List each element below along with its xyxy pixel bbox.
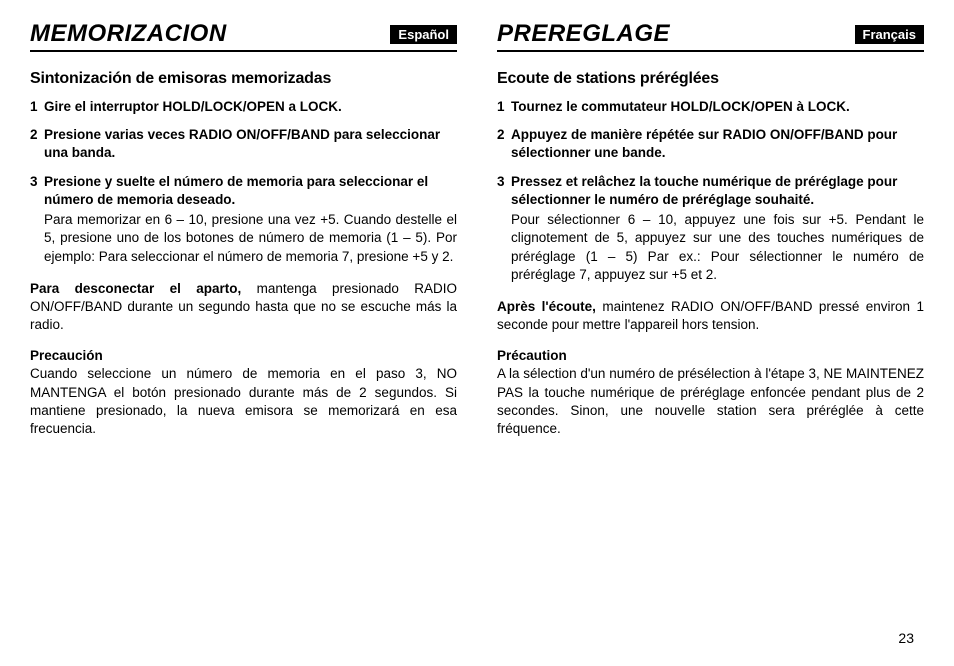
step-number: 1 xyxy=(30,98,38,116)
page-number: 23 xyxy=(898,630,914,646)
caution-body-left: Cuando seleccione un número de memoria e… xyxy=(30,365,457,438)
page-container: MEMORIZACION Español Sintonización de em… xyxy=(30,20,924,438)
caution-body-right: A la sélection d'un numéro de présélecti… xyxy=(497,365,924,438)
subtitle-left: Sintonización de emisoras memorizadas xyxy=(30,70,457,88)
step-item: 2 Appuyez de manière répétée sur RADIO O… xyxy=(511,126,924,162)
column-french: PREREGLAGE Français Ecoute de stations p… xyxy=(497,20,924,438)
step-lead: Gire el interruptor HOLD/LOCK/OPEN a LOC… xyxy=(44,99,342,114)
caution-title-left: Precaución xyxy=(30,348,457,363)
lang-badge-french: Français xyxy=(855,25,924,44)
after-paragraph-left: Para desconectar el aparto, mantenga pre… xyxy=(30,280,457,335)
step-item: 1 Tournez le commutateur HOLD/LOCK/OPEN … xyxy=(511,98,924,116)
after-paragraph-right: Après l'écoute, maintenez RADIO ON/OFF/B… xyxy=(497,298,924,334)
column-spanish: MEMORIZACION Español Sintonización de em… xyxy=(30,20,457,438)
subtitle-right: Ecoute de stations préréglées xyxy=(497,70,924,88)
lang-badge-spanish: Español xyxy=(390,25,457,44)
step-lead: Presione y suelte el número de memoria p… xyxy=(44,174,428,207)
step-lead: Appuyez de manière répétée sur RADIO ON/… xyxy=(511,127,897,160)
steps-right: 1 Tournez le commutateur HOLD/LOCK/OPEN … xyxy=(497,98,924,284)
step-number: 2 xyxy=(30,126,38,144)
step-body: Pour sélectionner 6 – 10, appuyez une fo… xyxy=(511,211,924,284)
step-lead: Presione varias veces RADIO ON/OFF/BAND … xyxy=(44,127,440,160)
after-lead: Après l'écoute, xyxy=(497,299,596,314)
step-number: 3 xyxy=(30,173,38,191)
step-item: 3 Presione y suelte el número de memoria… xyxy=(44,173,457,266)
step-item: 1 Gire el interruptor HOLD/LOCK/OPEN a L… xyxy=(44,98,457,116)
title-left: MEMORIZACION xyxy=(30,20,227,48)
step-lead: Pressez et relâchez la touche numérique … xyxy=(511,174,897,207)
steps-left: 1 Gire el interruptor HOLD/LOCK/OPEN a L… xyxy=(30,98,457,266)
step-number: 2 xyxy=(497,126,505,144)
title-right: PREREGLAGE xyxy=(497,20,670,48)
step-number: 1 xyxy=(497,98,505,116)
step-item: 2 Presione varias veces RADIO ON/OFF/BAN… xyxy=(44,126,457,162)
step-number: 3 xyxy=(497,173,505,191)
step-lead: Tournez le commutateur HOLD/LOCK/OPEN à … xyxy=(511,99,850,114)
header-row-right: PREREGLAGE Français xyxy=(497,20,924,52)
after-lead: Para desconectar el aparto, xyxy=(30,281,241,296)
step-item: 3 Pressez et relâchez la touche numériqu… xyxy=(511,173,924,284)
header-row-left: MEMORIZACION Español xyxy=(30,20,457,52)
step-body: Para memorizar en 6 – 10, presione una v… xyxy=(44,211,457,266)
caution-title-right: Précaution xyxy=(497,348,924,363)
